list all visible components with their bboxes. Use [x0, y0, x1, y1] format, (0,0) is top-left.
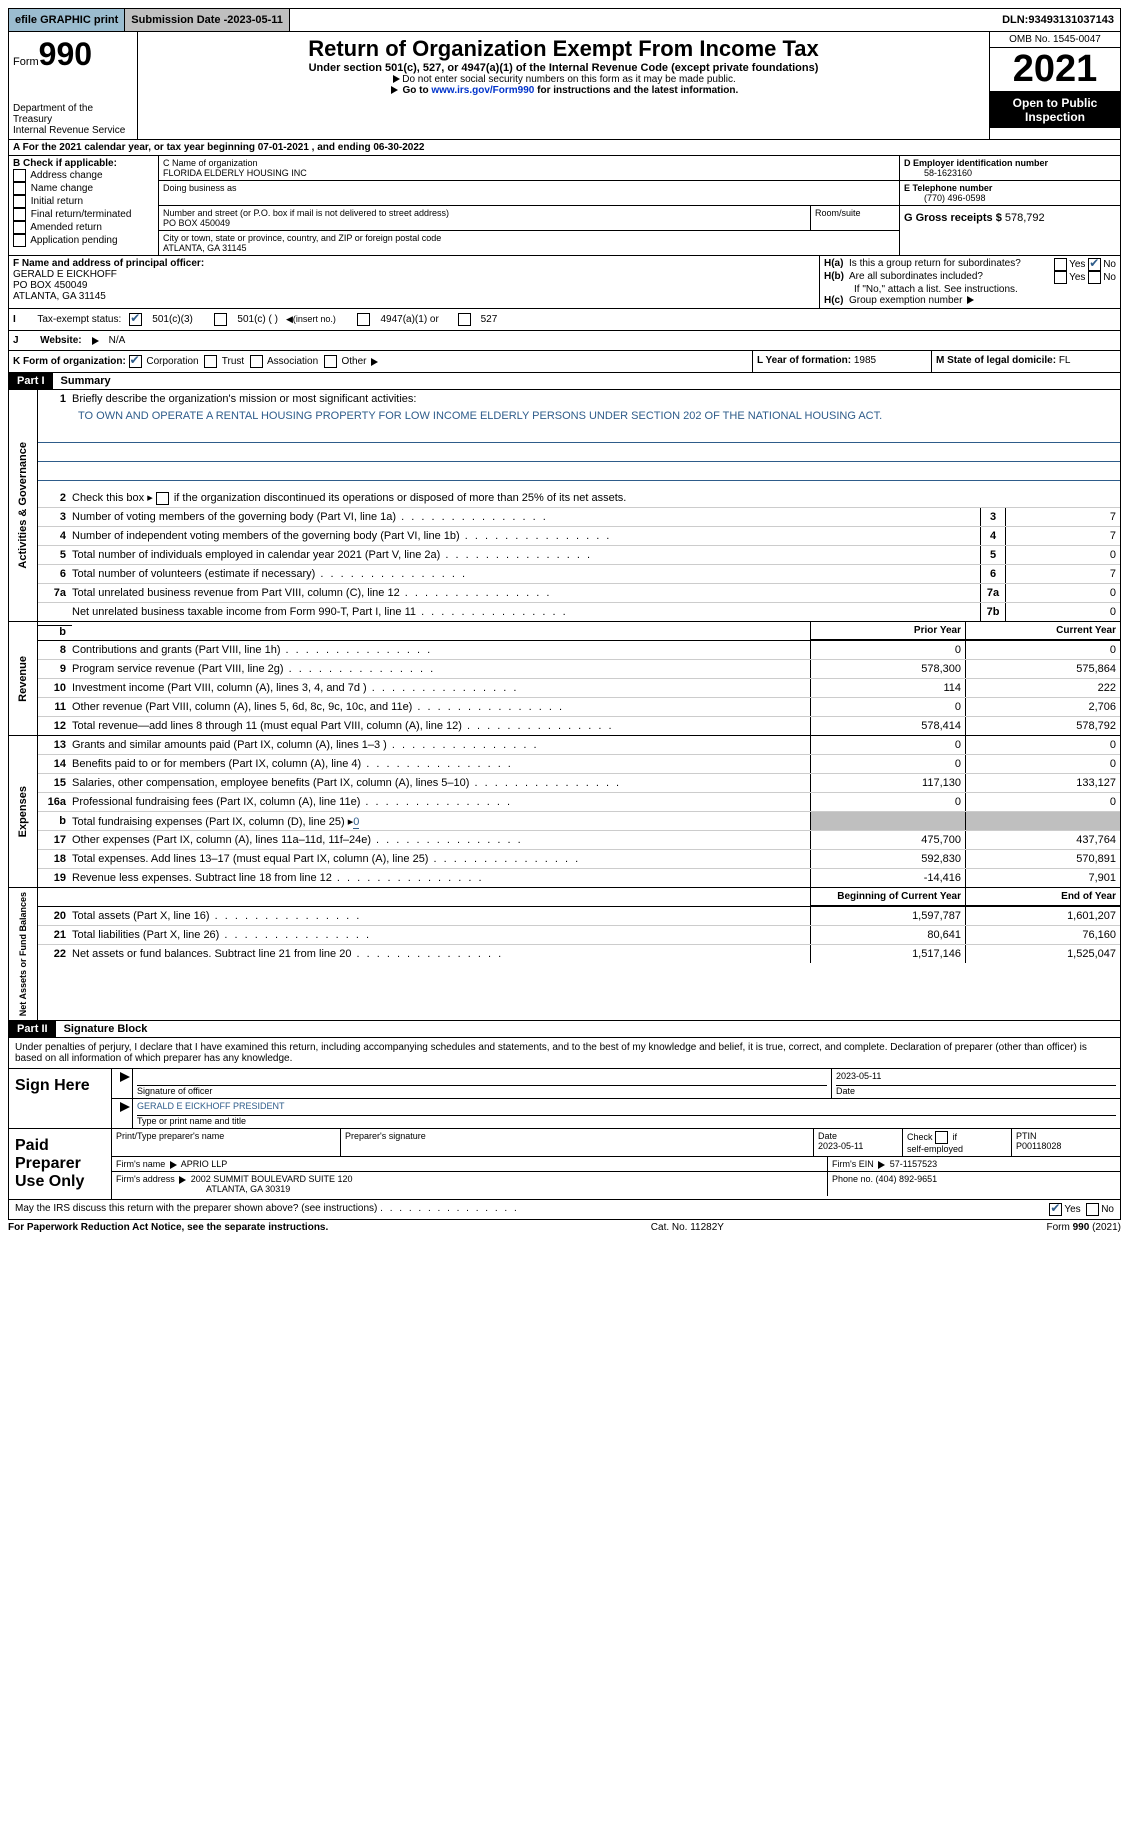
summary-line: 4Number of independent voting members of…	[38, 527, 1120, 546]
summary-line: 15Salaries, other compensation, employee…	[38, 774, 1120, 793]
top-toolbar: efile GRAPHIC print Submission Date - 20…	[8, 8, 1121, 32]
section-f: F Name and address of principal officer:…	[9, 256, 820, 308]
submission-date-field: Submission Date - 2023-05-11	[125, 9, 290, 31]
dba-cell: Doing business as	[159, 181, 899, 206]
irs-label: Internal Revenue Service	[13, 125, 133, 135]
summary-line: 18Total expenses. Add lines 13–17 (must …	[38, 850, 1120, 869]
discontinued-checkbox[interactable]	[156, 492, 169, 505]
form-number: Form990	[13, 36, 133, 73]
final-return-checkbox[interactable]	[13, 208, 26, 221]
4947-checkbox[interactable]	[357, 313, 370, 326]
summary-line: 13Grants and similar amounts paid (Part …	[38, 736, 1120, 755]
summary-line: 20Total assets (Part X, line 16)1,597,78…	[38, 907, 1120, 926]
activities-governance: Activities & Governance 1 Briefly descri…	[8, 390, 1121, 622]
other-checkbox[interactable]	[324, 355, 337, 368]
page-footer: For Paperwork Reduction Act Notice, see …	[8, 1220, 1121, 1233]
dept-label: Department of the Treasury	[13, 103, 133, 125]
summary-line: bTotal fundraising expenses (Part IX, co…	[38, 812, 1120, 831]
ha-no-checkbox[interactable]	[1088, 258, 1101, 271]
summary-line: 19Revenue less expenses. Subtract line 1…	[38, 869, 1120, 887]
summary-line: 17Other expenses (Part IX, column (A), l…	[38, 831, 1120, 850]
dln-field: DLN: 93493131037143	[996, 9, 1120, 31]
section-e: E Telephone number (770) 496-0598	[900, 181, 1120, 206]
section-a: A For the 2021 calendar year, or tax yea…	[8, 140, 1121, 156]
ha-yes-checkbox[interactable]	[1054, 258, 1067, 271]
summary-line: 6Total number of volunteers (estimate if…	[38, 565, 1120, 584]
section-i: I Tax-exempt status: 501(c)(3) 501(c) ( …	[9, 309, 1120, 331]
arrow-icon	[120, 1072, 130, 1082]
amended-return-checkbox[interactable]	[13, 221, 26, 234]
hb-no-checkbox[interactable]	[1088, 271, 1101, 284]
summary-line: 21Total liabilities (Part X, line 26)80,…	[38, 926, 1120, 945]
efile-button[interactable]: efile GRAPHIC print	[9, 9, 125, 31]
assoc-checkbox[interactable]	[250, 355, 263, 368]
netassets-section: Net Assets or Fund Balances Beginning of…	[8, 888, 1121, 1021]
section-d: D Employer identification number 58-1623…	[900, 156, 1120, 181]
summary-line: 10Investment income (Part VIII, column (…	[38, 679, 1120, 698]
527-checkbox[interactable]	[458, 313, 471, 326]
summary-line: 22Net assets or fund balances. Subtract …	[38, 945, 1120, 963]
501c-checkbox[interactable]	[214, 313, 227, 326]
form-note1: Do not enter social security numbers on …	[144, 74, 983, 85]
may-irs-discuss: May the IRS discuss this return with the…	[8, 1200, 1121, 1220]
summary-line: Net unrelated business taxable income fr…	[38, 603, 1120, 621]
self-employed-checkbox[interactable]	[935, 1131, 948, 1144]
name-change-checkbox[interactable]	[13, 182, 26, 195]
section-g: G Gross receipts $ 578,792	[900, 206, 1120, 226]
initial-return-checkbox[interactable]	[13, 195, 26, 208]
summary-line: 8Contributions and grants (Part VIII, li…	[38, 641, 1120, 660]
revenue-section: Revenue b Prior Year Current Year 8Contr…	[8, 622, 1121, 736]
street-cell: Number and street (or P.O. box if mail i…	[159, 206, 899, 231]
city-cell: City or town, state or province, country…	[159, 231, 899, 255]
paid-preparer-block: Paid Preparer Use Only Print/Type prepar…	[8, 1129, 1121, 1200]
summary-line: 14Benefits paid to or for members (Part …	[38, 755, 1120, 774]
trust-checkbox[interactable]	[204, 355, 217, 368]
submission-label: Submission Date -	[131, 14, 227, 26]
part1-header: Part I Summary	[8, 373, 1121, 390]
section-klm: K Form of organization: Corporation Trus…	[9, 351, 1120, 372]
form-title: Return of Organization Exempt From Incom…	[144, 36, 983, 62]
tax-year: 2021	[990, 47, 1120, 92]
submission-date: 2023-05-11	[227, 14, 283, 26]
form-note2: Go to www.irs.gov/Form990 for instructio…	[144, 85, 983, 96]
summary-line: 9Program service revenue (Part VIII, lin…	[38, 660, 1120, 679]
summary-line: 5Total number of individuals employed in…	[38, 546, 1120, 565]
mission-text: TO OWN AND OPERATE A RENTAL HOUSING PROP…	[38, 408, 1120, 424]
arrow-icon	[120, 1102, 130, 1112]
sign-here-block: Sign Here Signature of officer 2023-05-1…	[8, 1069, 1121, 1129]
section-h: H(a) Is this a group return for subordin…	[820, 256, 1120, 308]
omb-number: OMB No. 1545-0047	[990, 32, 1120, 47]
address-change-checkbox[interactable]	[13, 169, 26, 182]
501c3-checkbox[interactable]	[129, 313, 142, 326]
corp-checkbox[interactable]	[129, 355, 142, 368]
org-name-cell: C Name of organization FLORIDA ELDERLY H…	[159, 156, 899, 181]
summary-line: 3Number of voting members of the governi…	[38, 508, 1120, 527]
sections-b-g: B Check if applicable: Address change Na…	[8, 156, 1121, 373]
summary-line: 12Total revenue—add lines 8 through 11 (…	[38, 717, 1120, 735]
part2-header: Part II Signature Block	[8, 1021, 1121, 1038]
declaration-text: Under penalties of perjury, I declare th…	[8, 1038, 1121, 1069]
expenses-section: Expenses 13Grants and similar amounts pa…	[8, 736, 1121, 888]
form-subtitle: Under section 501(c), 527, or 4947(a)(1)…	[144, 62, 983, 74]
may-irs-no-checkbox[interactable]	[1086, 1203, 1099, 1216]
hb-yes-checkbox[interactable]	[1054, 271, 1067, 284]
summary-line: 16aProfessional fundraising fees (Part I…	[38, 793, 1120, 812]
form-header: Form990 Department of the Treasury Inter…	[8, 32, 1121, 140]
summary-line: 7aTotal unrelated business revenue from …	[38, 584, 1120, 603]
open-to-public: Open to Public Inspection	[990, 92, 1120, 128]
application-pending-checkbox[interactable]	[13, 234, 26, 247]
irs-link[interactable]: www.irs.gov/Form990	[431, 85, 534, 96]
section-j: J Website: N/A	[9, 331, 1120, 351]
summary-line: 11Other revenue (Part VIII, column (A), …	[38, 698, 1120, 717]
section-b: B Check if applicable: Address change Na…	[9, 156, 159, 255]
may-irs-yes-checkbox[interactable]	[1049, 1203, 1062, 1216]
